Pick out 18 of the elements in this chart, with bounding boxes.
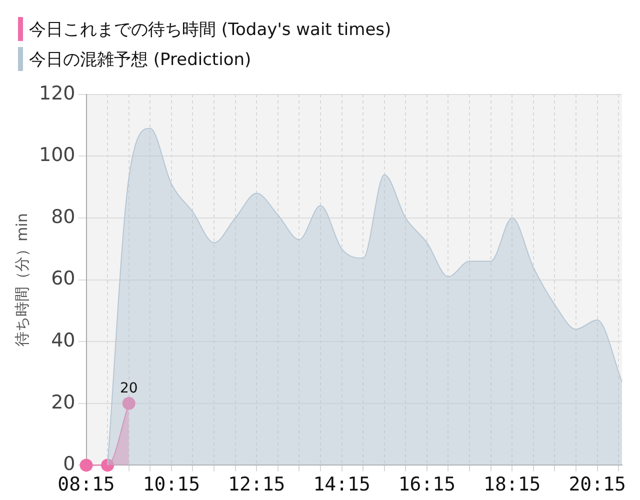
data-label: 20 xyxy=(120,380,138,396)
y-axis-title: 待ち時間（分）min xyxy=(12,213,31,346)
y-tick-label: 100 xyxy=(39,144,76,166)
x-tick-label: 16:15 xyxy=(398,474,456,496)
y-tick-label: 0 xyxy=(63,453,76,476)
y-tick-label: 40 xyxy=(51,330,76,352)
x-tick-label: 12:15 xyxy=(228,474,286,496)
y-tick-label: 80 xyxy=(51,206,76,228)
x-tick-label: 20:15 xyxy=(568,474,626,496)
x-tick-label: 08:15 xyxy=(58,474,115,496)
y-tick-label: 60 xyxy=(51,268,76,290)
x-tick-label: 10:15 xyxy=(142,474,200,496)
legend-label: 今日これまでの待ち時間 (Today's wait times) xyxy=(29,18,392,40)
legend-label: 今日の混雑予想 (Prediction) xyxy=(29,48,252,70)
x-tick-label: 14:15 xyxy=(313,474,370,496)
y-tick-label: 120 xyxy=(39,82,76,104)
x-tick-label: 18:15 xyxy=(484,474,541,496)
y-tick-label: 20 xyxy=(51,391,76,414)
